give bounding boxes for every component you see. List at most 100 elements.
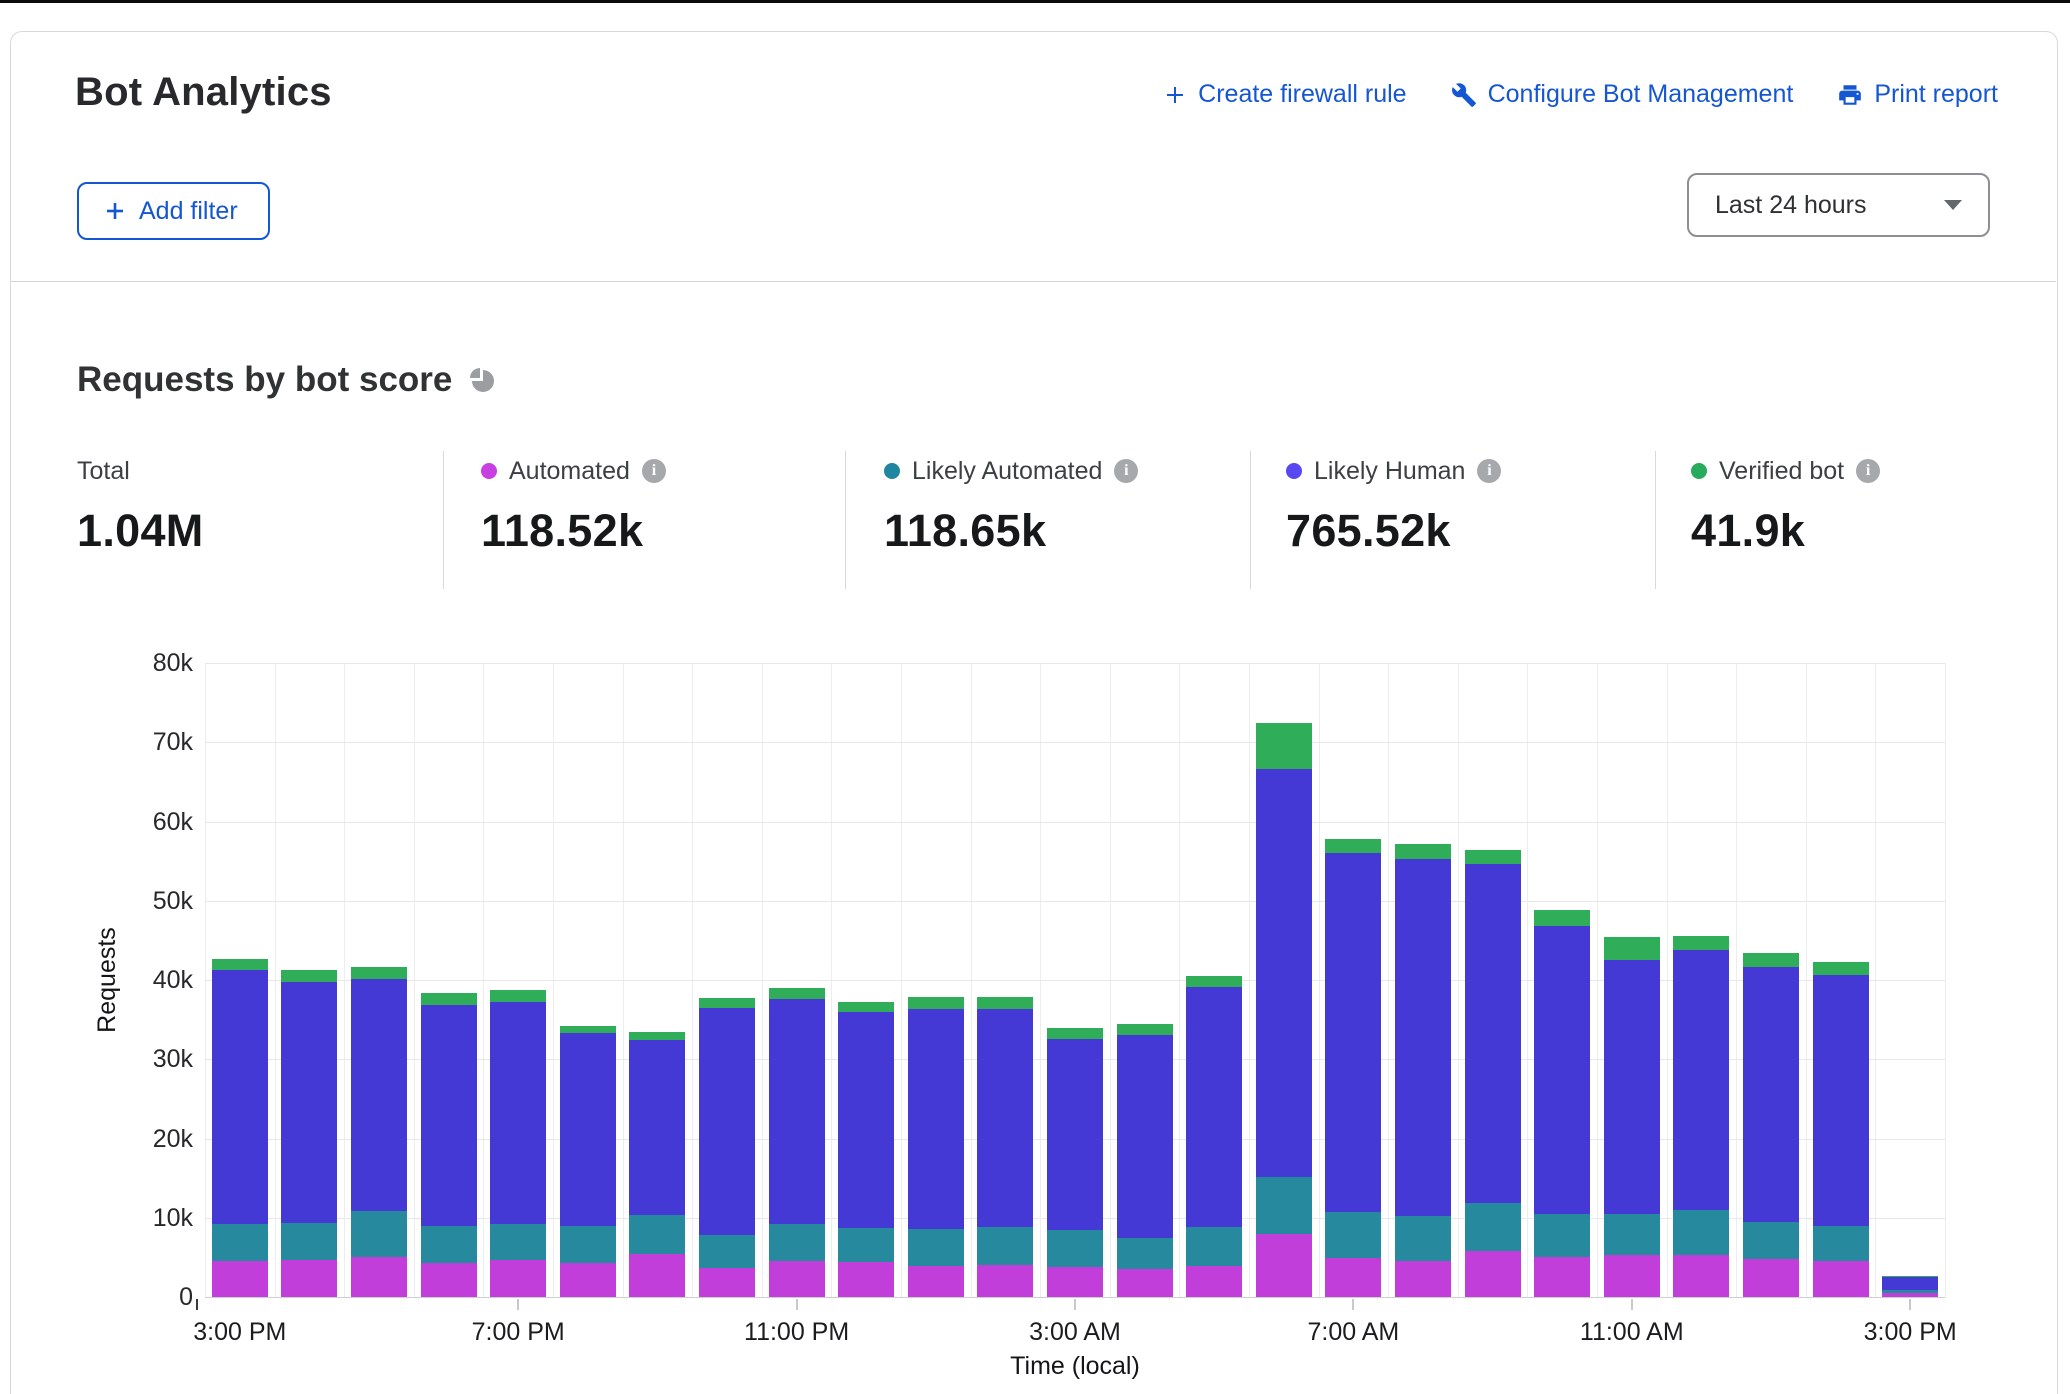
x-tick-mark [1074, 1299, 1076, 1310]
time-range-select[interactable]: Last 24 hours [1687, 173, 1990, 237]
add-filter-button[interactable]: Add filter [77, 182, 270, 240]
stat-likely-human-value: 765.52k [1286, 505, 1501, 557]
bar-100pm[interactable] [1743, 953, 1799, 1297]
bar-segment-verified-bot [1256, 723, 1312, 769]
create-firewall-rule-label: Create firewall rule [1198, 80, 1406, 109]
section-title-text: Requests by bot score [77, 360, 452, 400]
stat-verified-bot: Verified bot i 41.9k [1691, 455, 1880, 557]
pie-chart-icon [468, 366, 496, 394]
bar-segment-likely-automated [977, 1227, 1033, 1265]
bar-segment-verified-bot [1604, 937, 1660, 960]
bar-segment-likely-automated [560, 1226, 616, 1262]
print-report-link[interactable]: Print report [1837, 80, 1998, 109]
bar-1000am[interactable] [1534, 910, 1590, 1297]
bar-segment-automated [1673, 1255, 1729, 1297]
stat-likely-automated: Likely Automated i 118.65k [884, 455, 1138, 557]
bar-300pm[interactable] [1882, 1276, 1938, 1297]
bar-1200am[interactable] [838, 1002, 894, 1297]
bar-1200pm[interactable] [1673, 936, 1729, 1297]
bar-segment-likely-human [421, 1005, 477, 1227]
y-tick-label: 80k [83, 648, 193, 678]
header-divider [11, 281, 2056, 282]
bar-900am[interactable] [1465, 850, 1521, 1297]
bar-segment-verified-bot [699, 998, 755, 1008]
info-icon[interactable]: i [642, 459, 666, 483]
bar-segment-likely-human [1604, 960, 1660, 1214]
x-tick-label: 11:00 AM [1532, 1318, 1732, 1347]
bar-400pm[interactable] [281, 970, 337, 1297]
bar-segment-automated [1117, 1269, 1173, 1297]
bar-800am[interactable] [1395, 844, 1451, 1297]
bar-1000pm[interactable] [699, 998, 755, 1297]
configure-bot-management-link[interactable]: Configure Bot Management [1451, 80, 1794, 109]
bar-segment-likely-automated [629, 1215, 685, 1255]
bar-300am[interactable] [1047, 1028, 1103, 1297]
bar-segment-likely-automated [1673, 1210, 1729, 1255]
bar-700pm[interactable] [490, 990, 546, 1297]
bar-segment-verified-bot [421, 993, 477, 1005]
bar-segment-likely-automated [212, 1224, 268, 1260]
bar-600am[interactable] [1256, 723, 1312, 1297]
bar-100am[interactable] [908, 997, 964, 1297]
bar-segment-likely-automated [769, 1224, 825, 1260]
bar-segment-likely-human [1395, 859, 1451, 1216]
bar-segment-automated [1465, 1251, 1521, 1297]
bar-1100pm[interactable] [769, 988, 825, 1297]
y-tick-label: 50k [83, 886, 193, 916]
bar-segment-automated [1813, 1261, 1869, 1297]
bar-segment-automated [1395, 1261, 1451, 1297]
likely-human-dot [1286, 463, 1302, 479]
info-icon[interactable]: i [1856, 459, 1880, 483]
bar-segment-verified-bot [1395, 844, 1451, 859]
bar-segment-likely-human [1325, 853, 1381, 1212]
bar-segment-verified-bot [212, 959, 268, 970]
bar-segment-likely-automated [351, 1211, 407, 1258]
x-axis-baseline [205, 1297, 1945, 1298]
bar-segment-likely-human [351, 979, 407, 1210]
bar-200pm[interactable] [1813, 962, 1869, 1297]
x-tick-mark [1631, 1299, 1633, 1310]
bar-segment-likely-human [1465, 864, 1521, 1202]
stat-divider [443, 451, 444, 589]
page-title: Bot Analytics [75, 70, 332, 115]
bar-segment-likely-automated [1256, 1177, 1312, 1234]
bar-segment-automated [560, 1263, 616, 1297]
info-icon[interactable]: i [1477, 459, 1501, 483]
bar-segment-automated [629, 1254, 685, 1297]
bar-500am[interactable] [1186, 976, 1242, 1297]
verified-bot-dot [1691, 463, 1707, 479]
bar-segment-verified-bot [351, 967, 407, 980]
bar-segment-likely-automated [490, 1224, 546, 1260]
stat-likely-human: Likely Human i 765.52k [1286, 455, 1501, 557]
bar-800pm[interactable] [560, 1026, 616, 1297]
bar-segment-automated [1047, 1267, 1103, 1297]
stat-automated: Automated i 118.52k [481, 455, 666, 557]
bar-segment-likely-human [1534, 926, 1590, 1214]
info-icon[interactable]: i [1114, 459, 1138, 483]
bar-700am[interactable] [1325, 839, 1381, 1297]
bar-1100am[interactable] [1604, 937, 1660, 1297]
y-gridline [205, 742, 1945, 743]
bar-segment-likely-human [1673, 950, 1729, 1210]
bar-segment-verified-bot [977, 997, 1033, 1008]
bar-600pm[interactable] [421, 993, 477, 1297]
bar-300pm[interactable] [212, 959, 268, 1297]
create-firewall-rule-link[interactable]: Create firewall rule [1163, 80, 1406, 109]
bar-segment-automated [769, 1261, 825, 1297]
wrench-icon [1451, 82, 1477, 108]
bar-segment-verified-bot [281, 970, 337, 981]
bar-500pm[interactable] [351, 967, 407, 1297]
bar-segment-likely-human [1813, 975, 1869, 1226]
stat-verified-bot-label: Verified bot [1719, 457, 1844, 486]
bar-segment-automated [490, 1260, 546, 1297]
y-gridline [205, 663, 1945, 664]
bar-segment-verified-bot [1465, 850, 1521, 864]
y-gridline [205, 822, 1945, 823]
x-tick-label: 7:00 PM [418, 1318, 618, 1347]
bar-segment-automated [421, 1263, 477, 1297]
bar-segment-automated [212, 1261, 268, 1297]
likely-automated-dot [884, 463, 900, 479]
bar-900pm[interactable] [629, 1032, 685, 1297]
bar-200am[interactable] [977, 997, 1033, 1297]
bar-400am[interactable] [1117, 1024, 1173, 1297]
